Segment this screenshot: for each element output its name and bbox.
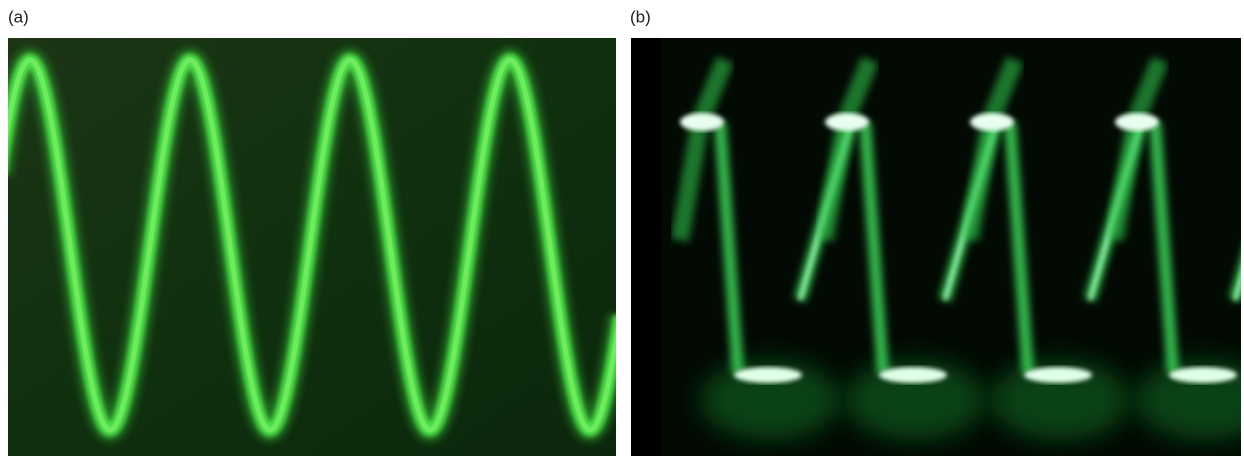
glow-shape (1149, 121, 1241, 374)
glow-shape (845, 360, 985, 440)
trace (671, 56, 1241, 440)
photo-b (631, 38, 1241, 456)
glow-shape (825, 113, 869, 131)
glow-shape (1115, 113, 1159, 131)
glow-shape (700, 360, 840, 440)
panel-label: (b) (630, 7, 651, 26)
glow-shape (970, 113, 1014, 131)
glow-shape (734, 367, 802, 383)
panel-label: (a) (8, 7, 29, 26)
glow-shape (680, 113, 724, 131)
photo-a (8, 38, 616, 456)
glow-shape (879, 367, 947, 383)
glow-shape (1024, 367, 1092, 383)
glow-shape (990, 360, 1130, 440)
glow-shape (1169, 367, 1237, 383)
edge (631, 38, 661, 456)
trace-core (8, 57, 616, 433)
